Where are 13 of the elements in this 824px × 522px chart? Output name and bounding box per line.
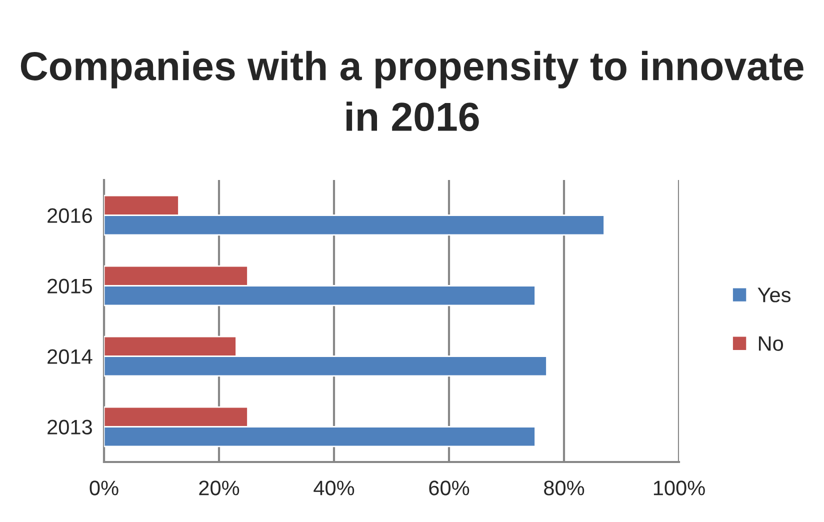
x-tick-label: 80% xyxy=(544,480,584,496)
x-tick-label: 0% xyxy=(90,480,118,496)
x-tick-label: 40% xyxy=(314,480,354,496)
y-tick-label: 2013 xyxy=(48,420,92,435)
legend-label: Yes xyxy=(758,288,790,302)
y-tick-label: 2015 xyxy=(48,278,92,294)
legend-label: No xyxy=(758,336,784,351)
x-tick-label: 100% xyxy=(654,480,705,496)
x-tick-label: 20% xyxy=(199,480,240,496)
y-tick-label: 2016 xyxy=(48,208,92,224)
x-tick-label: 60% xyxy=(429,480,470,496)
y-tick-label: 2014 xyxy=(48,349,92,364)
chart-title: Companies with a propensity to innovate in 2016 xyxy=(20,50,804,132)
